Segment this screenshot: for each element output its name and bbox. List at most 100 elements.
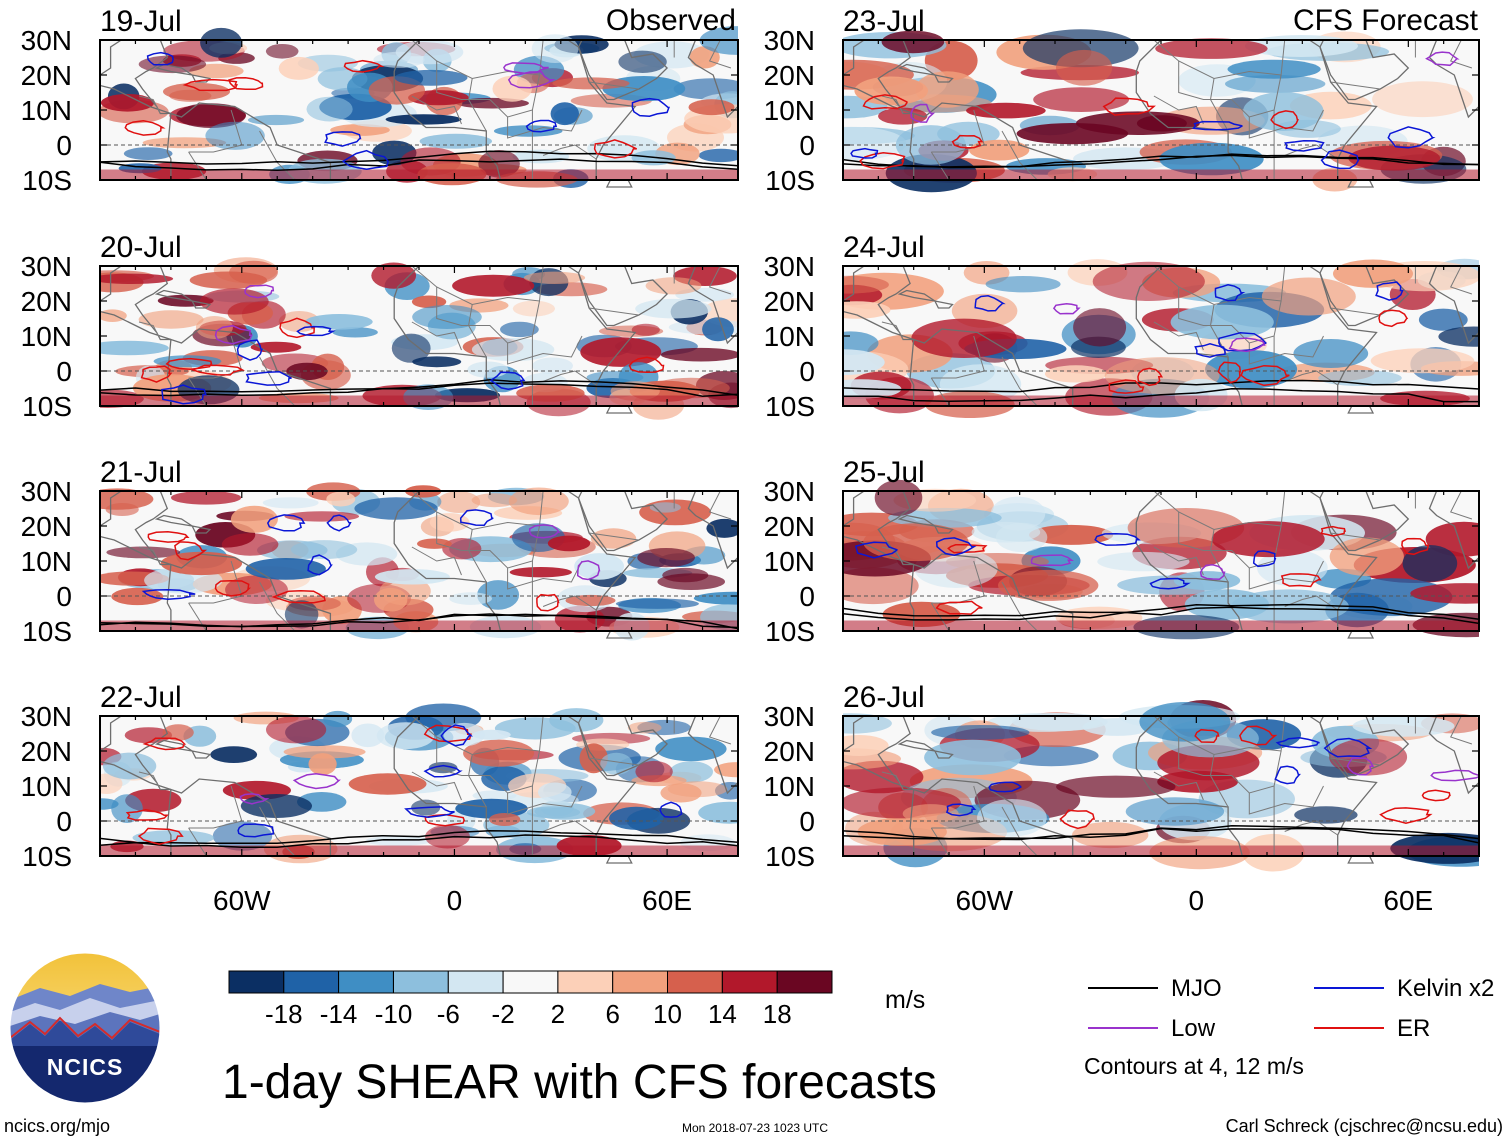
shear-cell: [609, 806, 664, 830]
coastline: [605, 179, 633, 188]
y-tick-label: 30N: [764, 251, 815, 282]
country-border: [930, 151, 950, 181]
country-border: [930, 827, 950, 857]
country-border: [507, 109, 583, 139]
shear-cell: [102, 752, 157, 780]
coastline: [577, 715, 669, 777]
country-border: [1449, 715, 1473, 745]
shear-cell: [635, 298, 712, 319]
panel-date: 22-Jul: [100, 681, 182, 714]
ncics-logo: NCICS: [9, 952, 161, 1104]
shear-cell: [160, 551, 243, 576]
coastline: [605, 405, 633, 414]
shear-cell: [651, 377, 730, 399]
shear-cell: [308, 753, 337, 776]
coastline: [909, 102, 1074, 181]
shear-cell: [1097, 551, 1190, 572]
shear-cell: [698, 148, 738, 163]
low-contour: [1346, 757, 1375, 776]
shear-cell: [374, 587, 408, 612]
shear-cell: [1225, 74, 1326, 93]
colorbar-label: -2: [492, 999, 515, 1029]
kelvin-contour: [1320, 149, 1360, 170]
units-label: m/s: [885, 986, 925, 1014]
y-tick-label: 10N: [21, 546, 72, 577]
colorbar-label: 2: [551, 999, 565, 1029]
y-tick-label: 20N: [764, 511, 815, 542]
shear-cell: [323, 710, 353, 728]
shear-cell: [531, 34, 579, 63]
site-url[interactable]: ncics.org/mjo: [4, 1116, 110, 1136]
shear-cell: [348, 773, 427, 795]
shear-cell: [265, 44, 299, 59]
country-border: [1153, 321, 1204, 351]
mjo-contour: [843, 603, 1479, 621]
shear-cell: [195, 316, 233, 339]
shear-cell: [1352, 715, 1455, 737]
er-contour: [1401, 537, 1430, 556]
coastline: [154, 514, 193, 527]
shear-cell: [489, 813, 521, 826]
shear-cell: [688, 99, 735, 116]
country-border: [881, 95, 904, 114]
shear-cell: [931, 725, 1030, 740]
shear-cell: [162, 724, 194, 741]
shear-cell: [210, 746, 258, 763]
shear-cell: [881, 30, 945, 54]
coastline: [933, 74, 954, 83]
country-border: [411, 39, 544, 80]
shear-cell: [326, 491, 356, 507]
shear-cell: [374, 569, 450, 585]
colorbar-swatch: [667, 970, 723, 994]
y-tick-label: 0: [56, 806, 72, 837]
shear-cell: [199, 288, 269, 315]
low-contour: [244, 284, 275, 299]
y-tick-label: 10S: [22, 616, 72, 647]
kelvin-contour: [1323, 737, 1373, 758]
shear-cell: [580, 337, 662, 367]
er-contour: [536, 593, 560, 612]
coastline: [897, 63, 936, 76]
shear-cell: [843, 735, 889, 756]
low-contour: [576, 560, 601, 581]
kelvin-contour: [489, 371, 526, 390]
country-border: [589, 81, 639, 90]
shear-cell: [702, 317, 734, 342]
er-contour: [140, 365, 173, 383]
kelvin-contour: [935, 537, 977, 556]
er-contour: [137, 827, 184, 845]
y-tick-label: 0: [799, 581, 815, 612]
shear-cell: [843, 275, 889, 294]
y-tick-label: 30N: [764, 25, 815, 56]
country-border: [188, 109, 243, 153]
country-border: [1153, 771, 1204, 801]
country-border: [138, 771, 161, 790]
colorbar-swatch: [228, 970, 285, 994]
shear-cell: [1139, 702, 1231, 742]
shear-cell: [645, 277, 702, 295]
shear-cell: [843, 331, 879, 355]
coastline: [577, 265, 669, 327]
shear-cell: [660, 347, 738, 362]
y-tick-label: 30N: [21, 25, 72, 56]
y-tick-label: 10N: [21, 95, 72, 126]
country-border: [1330, 81, 1381, 90]
kelvin-contour: [440, 724, 473, 747]
shear-cell: [1022, 29, 1139, 68]
shear-cell: [412, 356, 462, 368]
colorbar-label: 14: [708, 999, 737, 1029]
coastline: [897, 739, 936, 752]
coastline: [933, 750, 954, 759]
country-border: [542, 820, 597, 836]
country-border: [542, 595, 597, 611]
kelvin-contour: [266, 514, 306, 532]
y-tick-label: 10N: [21, 771, 72, 802]
shear-cell: [1402, 545, 1458, 582]
y-tick-label: 20N: [764, 60, 815, 91]
country-border: [507, 335, 583, 365]
kelvin-contour: [1094, 532, 1141, 546]
coastline: [154, 63, 193, 76]
shear-cell: [385, 114, 462, 125]
country-border: [411, 321, 462, 351]
shear-cell: [100, 273, 174, 284]
